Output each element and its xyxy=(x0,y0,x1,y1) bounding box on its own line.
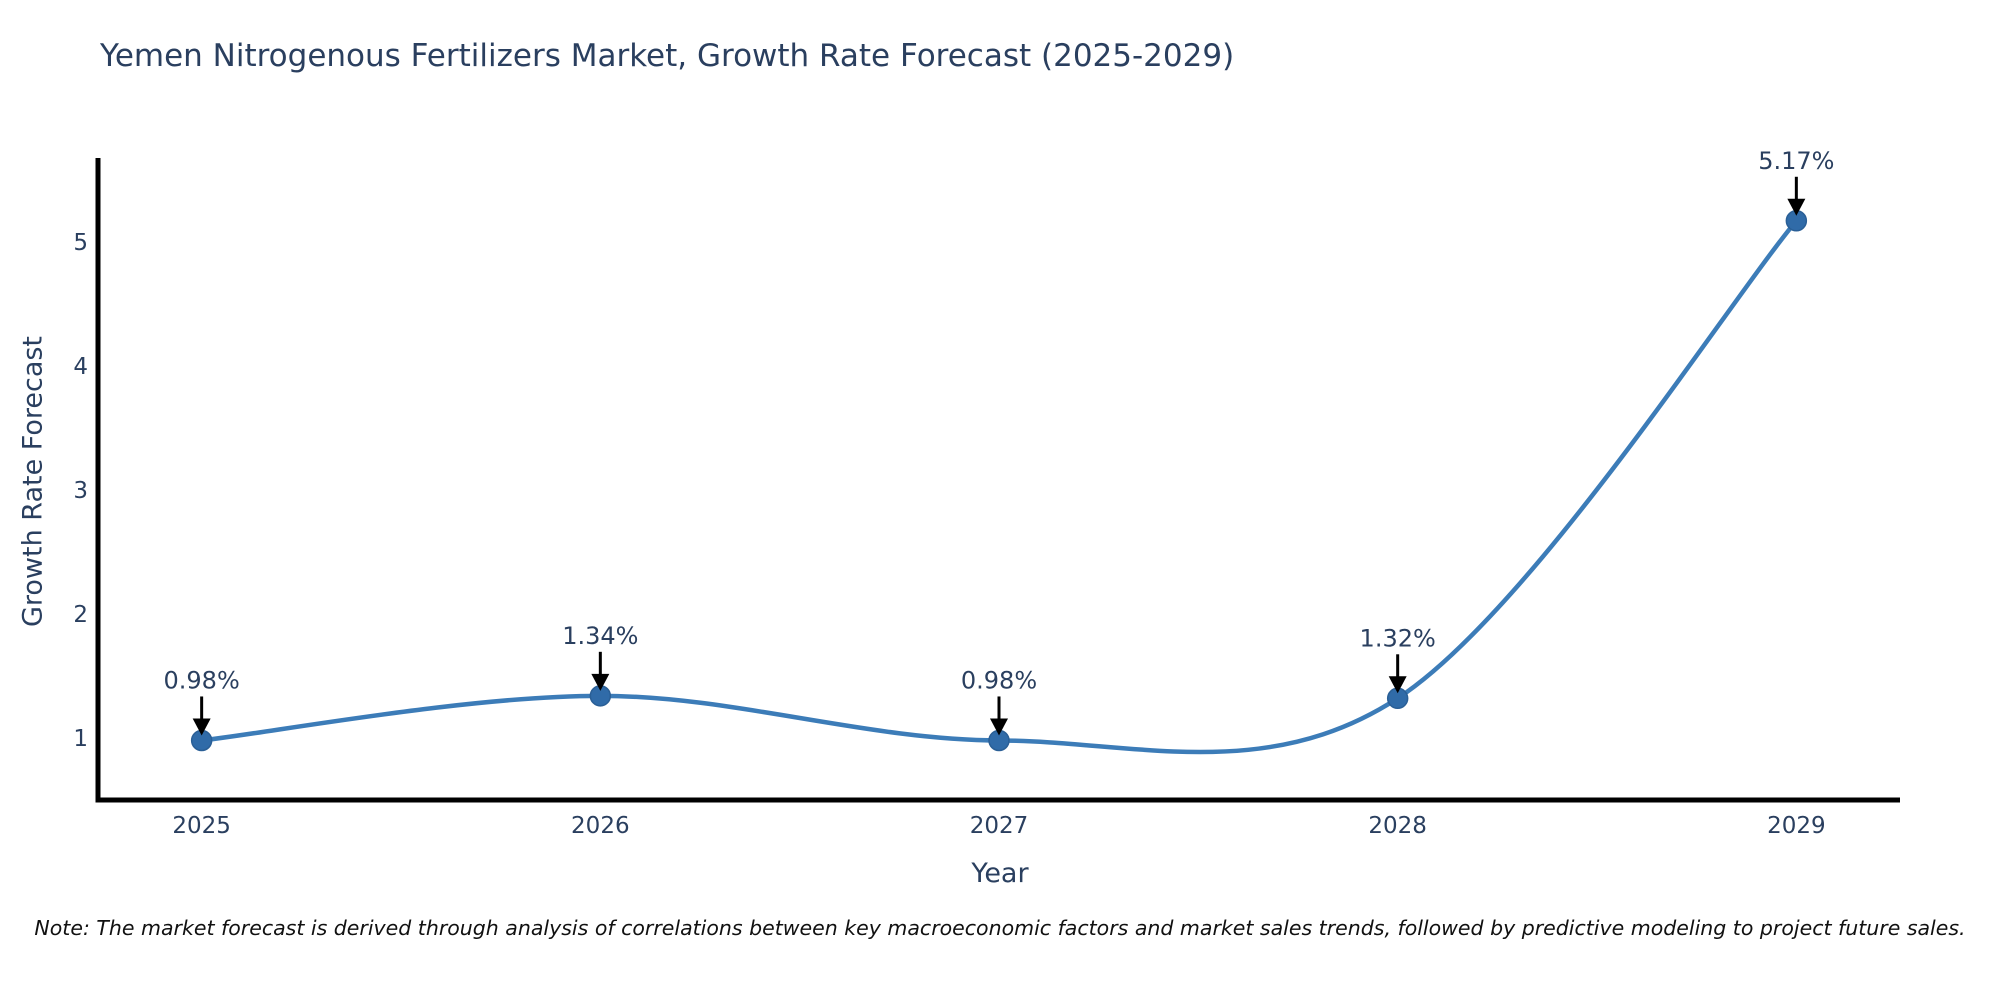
annotation-label: 0.98% xyxy=(164,666,240,694)
annotation-arrow-head xyxy=(1787,198,1806,216)
annotation-arrow-head xyxy=(1388,676,1407,694)
annotation-label: 1.34% xyxy=(562,622,638,650)
x-tick-label: 2029 xyxy=(1767,813,1826,839)
annotation-label: 5.17% xyxy=(1758,147,1834,175)
annotation-arrow-head xyxy=(192,718,211,736)
y-tick-label: 4 xyxy=(73,354,88,380)
x-axis-title: Year xyxy=(971,858,1029,889)
chart-title: Yemen Nitrogenous Fertilizers Market, Gr… xyxy=(100,38,1235,74)
y-tick-label: 5 xyxy=(73,230,88,256)
trend-line xyxy=(199,218,1799,755)
chart-note: Note: The market forecast is derived thr… xyxy=(34,916,1966,940)
x-tick-label: 2026 xyxy=(571,813,630,839)
y-axis-title: Growth Rate Forecast xyxy=(17,335,49,628)
x-tick-label: 2028 xyxy=(1368,813,1427,839)
y-tick-label: 2 xyxy=(73,602,88,628)
y-tick-label: 1 xyxy=(73,726,88,752)
annotation-label: 1.32% xyxy=(1360,624,1436,652)
annotation-arrow-head xyxy=(990,718,1008,736)
annotation-label: 0.98% xyxy=(961,666,1037,694)
annotation-arrow-head xyxy=(591,673,610,691)
y-tick-label: 3 xyxy=(73,478,88,504)
x-tick-label: 2027 xyxy=(970,813,1029,839)
x-tick-label: 2025 xyxy=(172,813,231,839)
